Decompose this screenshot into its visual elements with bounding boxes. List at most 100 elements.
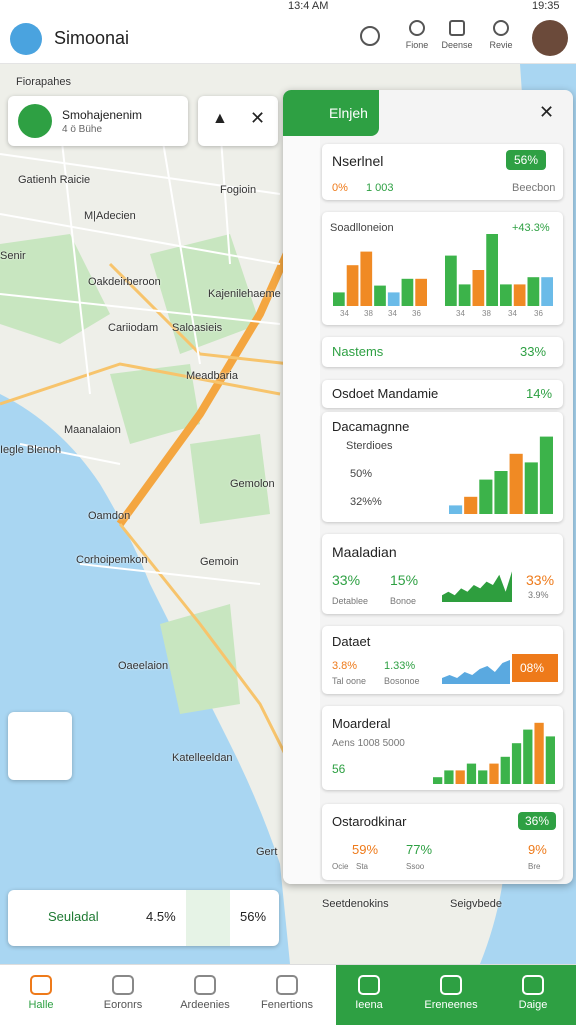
bar bbox=[433, 777, 443, 784]
header-action[interactable]: Fione bbox=[400, 20, 434, 50]
map-label: Gatienh Raicie bbox=[18, 174, 91, 186]
bar bbox=[455, 770, 465, 784]
card-text: Beecbon bbox=[512, 182, 556, 194]
map-label: Gemolon bbox=[230, 478, 275, 490]
nav-item[interactable]: Halle bbox=[0, 965, 82, 1025]
bar bbox=[524, 462, 538, 514]
status-time: 13:4 AM bbox=[288, 0, 329, 12]
card[interactable]: Moarderal Aens 1008 5000 56 bbox=[322, 706, 563, 790]
search-card[interactable]: Smohajenenim 4 ö Bühe bbox=[8, 96, 188, 146]
bar bbox=[523, 729, 533, 784]
bar bbox=[360, 251, 373, 306]
nav-label: Ardeenies bbox=[180, 999, 230, 1011]
map-label: Seigvbede bbox=[450, 898, 502, 910]
card-text: +43.3% bbox=[512, 222, 550, 234]
mini-chart bbox=[433, 722, 555, 784]
map-label: Oamdon bbox=[88, 510, 131, 522]
bar bbox=[445, 255, 457, 306]
nav-icon bbox=[194, 975, 216, 995]
icon-button[interactable] bbox=[360, 26, 380, 46]
summary-title: Seuladal bbox=[48, 909, 99, 924]
nav-item[interactable]: Ieena bbox=[328, 965, 410, 1025]
bar bbox=[374, 285, 386, 306]
nav-item[interactable]: Daige bbox=[492, 965, 574, 1025]
card-text: 1.33% bbox=[384, 660, 416, 672]
card-text: 15% bbox=[390, 572, 419, 588]
card[interactable]: Nastems 33% bbox=[322, 337, 563, 367]
bottom-nav: Halle Eoronrs Ardeenies Fenertions Ieena Eren… bbox=[0, 964, 576, 1025]
card-text: 59% bbox=[352, 842, 379, 857]
bar bbox=[539, 436, 553, 514]
directions-button[interactable]: ▲ bbox=[212, 110, 228, 127]
map-label: Iegle Blenoh bbox=[0, 444, 62, 456]
card-text: 1 003 bbox=[366, 182, 394, 194]
panel-icon-strip bbox=[283, 136, 320, 884]
search-title: Smohajenenim bbox=[62, 108, 143, 122]
bar bbox=[479, 479, 493, 514]
bar bbox=[500, 756, 510, 784]
axis-label: 34 bbox=[508, 309, 517, 318]
card-text: Sterdioes bbox=[346, 440, 393, 452]
map-label: Seetdenokins bbox=[322, 898, 389, 910]
decoration bbox=[449, 20, 465, 36]
road bbox=[118, 523, 292, 765]
header-action[interactable]: Deense bbox=[440, 20, 474, 50]
axis-label: 34 bbox=[340, 309, 349, 318]
map-label: Corhoipemkon bbox=[76, 554, 148, 566]
summary-value: 56% bbox=[240, 909, 267, 924]
bar bbox=[472, 270, 485, 306]
card-text: 3.9% bbox=[528, 590, 549, 600]
status-bar: 13:4 AM 19:35 bbox=[0, 0, 576, 14]
card[interactable]: Osdoet Mandamie 14% bbox=[322, 380, 563, 408]
bar bbox=[486, 234, 498, 306]
decoration bbox=[409, 20, 425, 36]
card[interactable]: Maaladian 33% 15% 33% Detablee Bonoe 3.9… bbox=[322, 534, 563, 614]
park bbox=[190, 434, 270, 524]
mini-chart bbox=[442, 571, 512, 602]
card[interactable]: Ostarodkinar 36% 59% 77% 9% Ocie Sta Sso… bbox=[322, 804, 563, 880]
status-time: 19:35 bbox=[532, 0, 560, 12]
park bbox=[160, 604, 240, 714]
card[interactable]: Soadlloneion +43.3% 34 38 34 36 34 38 34 36 bbox=[322, 212, 563, 325]
nav-icon bbox=[440, 975, 462, 995]
card[interactable]: Dataet 3.8% 1.33% 08% Tal oone Bosonoe bbox=[322, 626, 563, 694]
card-text: Aens 1008 5000 bbox=[332, 738, 405, 749]
card-text: Osdoet Mandamie bbox=[332, 386, 439, 401]
panel-tab[interactable]: Elnjeh bbox=[283, 90, 379, 136]
water bbox=[0, 394, 290, 964]
card-text: 33% bbox=[520, 344, 547, 359]
card[interactable]: Dacamagnne Sterdioes 50% 32%% bbox=[322, 412, 563, 522]
card-text: Ssoo bbox=[406, 862, 425, 871]
bar bbox=[464, 496, 478, 514]
bar bbox=[489, 763, 499, 784]
header-action[interactable]: Revie bbox=[484, 20, 518, 50]
card-text: Ocie bbox=[332, 862, 349, 871]
card-text: Nastems bbox=[332, 344, 384, 359]
map-label: Fogioin bbox=[220, 184, 257, 196]
card-text: Bre bbox=[528, 862, 541, 871]
axis-label: 34 bbox=[388, 309, 397, 318]
axis-label: 34 bbox=[456, 309, 465, 318]
close-button[interactable]: ✕ bbox=[250, 108, 266, 128]
card[interactable]: Nserlnel 56% 0% 1 003 Beecbon bbox=[322, 144, 563, 200]
card-text: Bonoe bbox=[390, 596, 417, 606]
map-label: M|Adecien bbox=[84, 210, 136, 222]
nav-item[interactable]: Fenertions bbox=[246, 965, 328, 1025]
close-button[interactable]: ✕ bbox=[539, 102, 555, 122]
park bbox=[150, 234, 260, 354]
area bbox=[442, 571, 512, 602]
layer-controls[interactable] bbox=[8, 712, 72, 780]
avatar[interactable] bbox=[532, 20, 568, 56]
nav-label: Ereneenes bbox=[424, 999, 478, 1011]
axis-label: 38 bbox=[364, 309, 373, 318]
nav-item[interactable]: Eoronrs bbox=[82, 965, 164, 1025]
summary-card[interactable]: Seuladal 4.5% 56% bbox=[8, 890, 279, 946]
bar bbox=[509, 453, 523, 514]
nav-item[interactable]: Ereneenes bbox=[410, 965, 492, 1025]
park bbox=[110, 364, 200, 444]
nav-item[interactable]: Ardeenies bbox=[164, 965, 246, 1025]
mini-chart bbox=[442, 660, 510, 684]
card-text: Ostarodkinar bbox=[332, 814, 407, 829]
map-label: Cariiodam bbox=[108, 322, 159, 334]
mini-chart bbox=[445, 234, 553, 306]
